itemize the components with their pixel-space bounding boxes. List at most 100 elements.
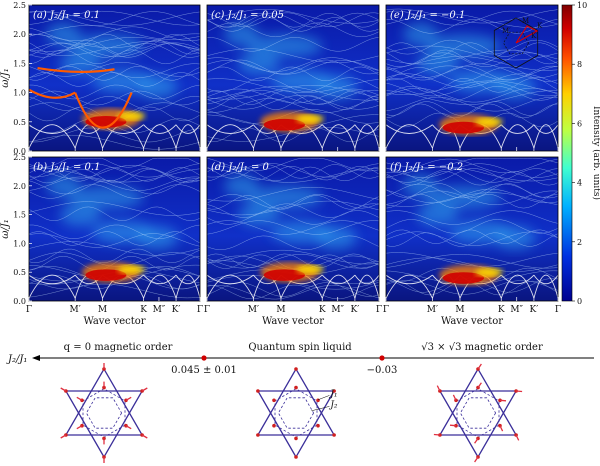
triangle-down: [438, 390, 518, 459]
glow-spot: [68, 34, 144, 58]
spin-arrow: [474, 456, 479, 463]
spin-arrow: [499, 425, 504, 432]
spectral-line: [206, 235, 380, 250]
region-qsl: Quantum spin liquid: [248, 342, 352, 353]
spectral-line: [28, 11, 201, 26]
spectral-line: [28, 33, 201, 49]
magnon-band: [37, 66, 115, 73]
glow-spot: [224, 174, 259, 198]
boundary-marker: [379, 355, 385, 361]
y-tick-label: 1.5: [13, 211, 26, 220]
y-tick-label: 0.0: [13, 147, 26, 156]
spectral-line: [28, 231, 201, 246]
dispersion-arc: [143, 274, 177, 299]
panel-label: (a) J₂/J₁ = 0.1: [33, 10, 100, 21]
spin-arrow: [433, 433, 440, 436]
glow-spot: [136, 75, 178, 99]
spectral-line: [385, 229, 559, 244]
panel-frame: [385, 4, 559, 152]
x-tick-label: K′: [530, 305, 539, 315]
spin-arrow: [449, 424, 457, 427]
panel-label: (c) J₂/J₁ = 0.05: [211, 10, 284, 21]
spectral-line: [28, 72, 201, 87]
spectral-line: [385, 194, 559, 209]
panel-frame: [206, 4, 380, 152]
x-tick-label: Γ: [204, 305, 210, 315]
spectral-line: [28, 134, 201, 150]
x-tick-label: M: [98, 305, 107, 315]
spectral-line: [28, 10, 201, 26]
intensity-maxima: [28, 66, 146, 130]
dispersion-arc: [500, 274, 535, 299]
spectral-line: [385, 190, 559, 205]
panel-label: (b) J₂/J₁ = 0.1: [33, 162, 100, 173]
x-tick-label: K′: [351, 305, 360, 315]
spectral-line: [28, 184, 201, 199]
spectral-line: [206, 85, 380, 101]
spectral-line: [206, 187, 380, 202]
spectral-line: [206, 284, 380, 300]
phase-axis-label: J₂/J₁: [6, 354, 27, 365]
spectral-line: [206, 157, 380, 172]
glow-spot: [494, 226, 536, 250]
spectral-line: [206, 95, 380, 110]
spectral-line: [385, 219, 559, 234]
intensity-maxima: [439, 265, 503, 286]
j2-hexagon: [459, 397, 497, 429]
colorbar-tick-label: 6: [577, 119, 582, 128]
lattice-site: [294, 455, 298, 459]
lattice-site: [256, 433, 260, 437]
spin-arrow: [477, 382, 482, 388]
triangle-up: [438, 367, 518, 436]
j2-hexagon: [456, 388, 500, 438]
spectral-line: [28, 283, 201, 299]
dispersion-arc: [206, 274, 254, 285]
panel-frame: [28, 4, 201, 152]
label-J2: J₂: [328, 401, 338, 411]
spectral-line: [385, 73, 559, 88]
label-J1: J₁: [328, 389, 337, 399]
panel-frame: [385, 156, 559, 302]
lattice-site: [294, 385, 298, 390]
hotspot-yellow: [475, 267, 503, 277]
heatmap-panel: (f) J₂/J₁ = −0.2: [385, 156, 559, 302]
triangle-down: [64, 390, 144, 459]
path-line: [515, 25, 539, 44]
panel-label: (e) J₂/J₁ = −0.1: [390, 10, 465, 21]
hotspot-yellow: [117, 265, 146, 274]
spectral-line: [385, 257, 559, 272]
region-root3: √3 × √3 magnetic order: [421, 342, 543, 353]
panel-frame: [28, 156, 201, 302]
y-tick-label: 1.5: [13, 59, 26, 68]
spectral-line: [385, 78, 559, 93]
dispersion-arc: [533, 124, 559, 149]
spectral-line: [385, 63, 559, 79]
y-tick-label: 2.0: [13, 30, 26, 39]
j2-hexagon: [277, 397, 315, 429]
dispersion-arc: [321, 124, 356, 149]
brillouin-zone-inset: MK M′ K′: [493, 17, 543, 69]
spin-arrow: [515, 434, 520, 441]
spectral-line: [28, 90, 201, 106]
x-tick-label: K′: [172, 305, 181, 315]
spectral-line: [28, 164, 201, 180]
spectral-line: [28, 43, 201, 58]
dispersion-arc: [354, 124, 380, 134]
spectral-line: [206, 77, 380, 92]
spectral-line: [385, 80, 559, 95]
colorbar-tick-label: 4: [577, 179, 582, 188]
spectral-line: [385, 42, 559, 57]
region-q0: q = 0 magnetic order: [64, 342, 173, 353]
spectral-line: [28, 176, 201, 191]
spectral-line: [385, 192, 559, 207]
heatmap-panel: (d) J₂/J₁ = 0: [206, 156, 380, 302]
spectral-line: [206, 194, 380, 209]
j2-hexagon: [82, 388, 126, 438]
intensity-maxima: [439, 114, 503, 135]
colorbar-tick-label: 10: [577, 1, 587, 10]
dispersion-curves: [385, 124, 559, 149]
spectral-line: [28, 39, 201, 55]
spectral-line: [206, 284, 380, 300]
dispersion-arc: [354, 124, 380, 149]
colorbar-label: Intensity (arb. units): [591, 106, 600, 200]
